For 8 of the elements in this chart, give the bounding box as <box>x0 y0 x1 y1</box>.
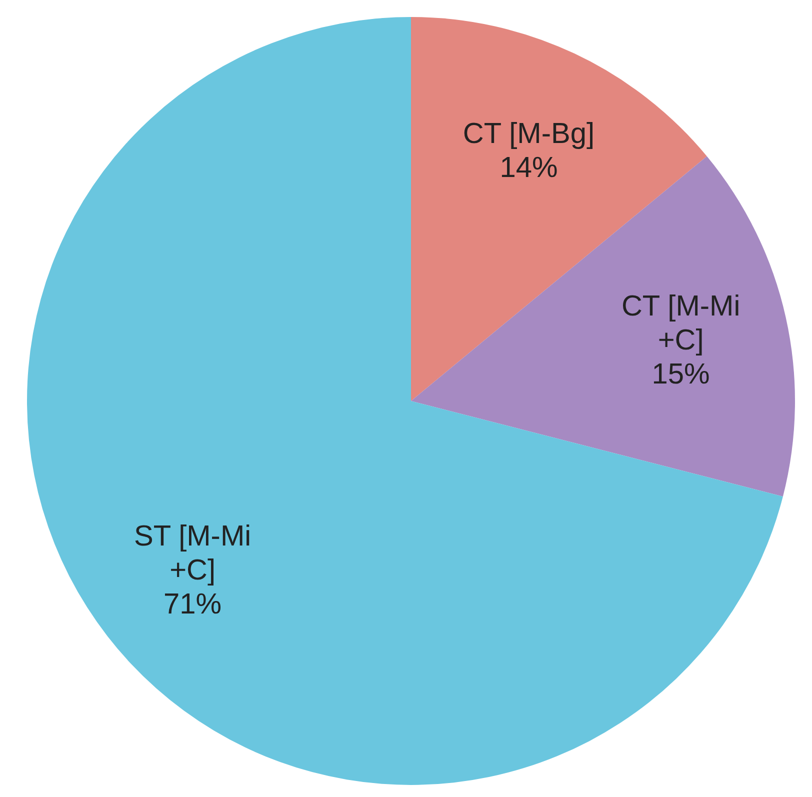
slice-label: ST [M-Mi +C] <box>134 520 252 586</box>
data-label: 14% <box>500 152 558 184</box>
data-label: 71% <box>164 588 222 620</box>
data-label: 15% <box>652 358 710 391</box>
slice-label: CT [M-Bg] <box>462 118 595 150</box>
slice-label: CT [M-Mi +C] <box>621 290 740 357</box>
pie-slice <box>27 17 783 785</box>
pie-slice <box>411 156 795 496</box>
